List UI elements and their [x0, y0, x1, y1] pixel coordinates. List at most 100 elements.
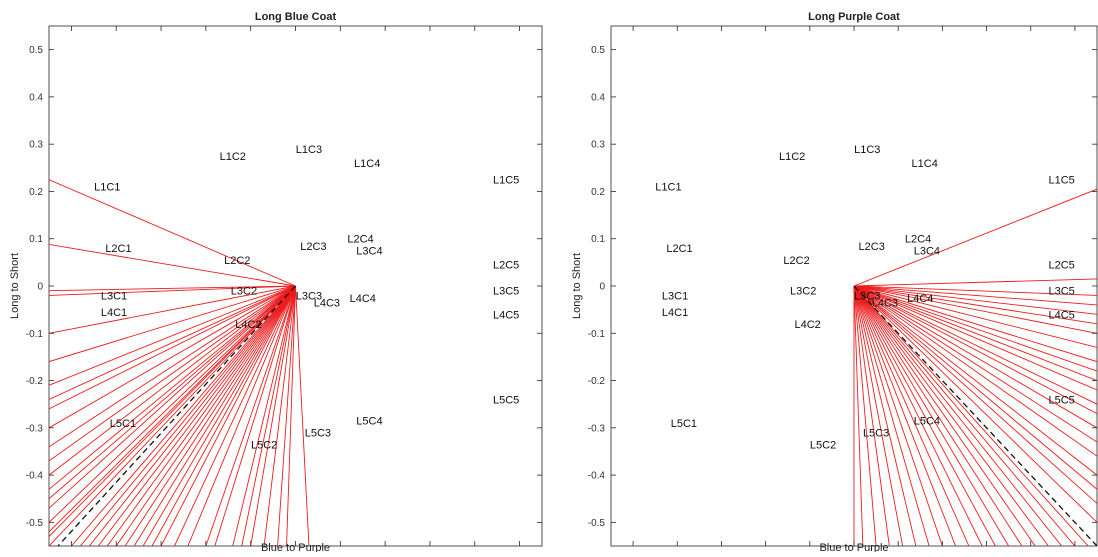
vector-line — [49, 179, 296, 287]
vector-line — [853, 285, 1097, 391]
vector-line — [853, 285, 1097, 296]
vector-line — [853, 285, 1097, 405]
point-label: L2C3 — [859, 241, 885, 253]
point-label: L1C5 — [1049, 175, 1075, 187]
vector-line — [49, 285, 296, 537]
point-label: L4C2 — [235, 319, 261, 331]
vector-line — [853, 285, 1036, 546]
vector-line — [853, 285, 1010, 546]
chart-title: Long Blue Coat — [255, 11, 337, 23]
vector-line — [853, 285, 917, 546]
vector-line — [853, 285, 1097, 348]
vector-line — [853, 285, 970, 546]
vector-line — [853, 285, 1097, 429]
vector-line — [49, 285, 296, 490]
point-label: L2C2 — [224, 255, 250, 267]
vector-line — [49, 285, 296, 523]
vector-line — [115, 285, 296, 546]
vector-line — [853, 285, 957, 546]
y-tick-label: -0.4 — [588, 471, 606, 482]
y-tick-label: 0.4 — [591, 92, 605, 103]
point-label: L2C4 — [905, 234, 931, 246]
vector-line — [49, 285, 296, 500]
y-tick-label: -0.2 — [588, 376, 606, 387]
vector-line — [49, 285, 296, 400]
point-label: L5C2 — [251, 439, 277, 451]
y-tick-label: -0.3 — [26, 423, 44, 434]
point-label: L5C1 — [110, 418, 136, 430]
vector-line — [49, 285, 296, 334]
vector-line — [853, 285, 1097, 372]
vector-line — [853, 285, 996, 546]
point-label: L4C4 — [350, 293, 376, 305]
point-label: L1C5 — [493, 175, 519, 187]
vector-line — [49, 285, 296, 546]
chart-title: Long Purple Coat — [808, 11, 900, 23]
y-tick-label: 0 — [37, 282, 43, 293]
y-tick-label: -0.1 — [588, 329, 606, 340]
vector-line — [853, 285, 1097, 334]
vector-line — [853, 285, 1076, 546]
vector-line — [853, 285, 930, 546]
point-label: L1C1 — [94, 182, 120, 194]
vector-line — [853, 285, 890, 546]
y-axis-label: Long to Short — [571, 253, 583, 319]
point-label: L1C1 — [655, 182, 681, 194]
y-tick-label: -0.1 — [26, 329, 44, 340]
vector-line — [49, 285, 296, 386]
point-label: L4C2 — [794, 319, 820, 331]
point-label: L4C5 — [1049, 309, 1075, 321]
point-label: L2C1 — [666, 243, 692, 255]
y-axis-label: Long to Short — [9, 253, 21, 319]
y-tick-label: 0 — [599, 282, 605, 293]
vector-line — [250, 285, 296, 546]
point-label: L4C4 — [907, 293, 933, 305]
point-label: L1C4 — [354, 158, 380, 170]
point-label: L5C3 — [863, 428, 889, 440]
vector-line — [49, 285, 296, 363]
mean-dashed-line — [57, 285, 296, 546]
vector-line — [853, 285, 1023, 546]
point-label: L3C4 — [356, 246, 382, 258]
vector-line — [49, 285, 296, 448]
y-tick-label: 0.4 — [29, 92, 43, 103]
vector-lines — [49, 179, 310, 546]
vector-line — [853, 285, 1097, 325]
vector-line — [853, 285, 1049, 546]
vector-line — [853, 285, 877, 546]
y-tick-label: 0.3 — [591, 140, 605, 151]
vector-line — [853, 285, 943, 546]
point-label: L2C3 — [300, 241, 326, 253]
point-label: L4C1 — [101, 307, 127, 319]
vector-line — [853, 285, 1097, 443]
point-label: L4C5 — [493, 309, 519, 321]
y-tick-label: 0.5 — [29, 45, 43, 56]
vector-line — [277, 285, 296, 546]
vector-line — [88, 285, 296, 546]
vector-line — [151, 285, 296, 546]
point-label: L3C3 — [296, 290, 322, 302]
vector-line — [263, 285, 296, 546]
vector-line — [160, 285, 296, 546]
vector-line — [853, 285, 1097, 415]
vector-line — [853, 285, 1097, 523]
point-label: L2C4 — [347, 234, 373, 246]
vector-line — [853, 285, 1097, 490]
vector-line — [124, 285, 296, 546]
point-label: L2C2 — [783, 255, 809, 267]
vector-line — [49, 243, 296, 287]
vector-line — [187, 285, 296, 546]
point-label: L3C4 — [914, 246, 940, 258]
x-axis-label: Blue to Purple — [261, 542, 330, 552]
point-label: L2C5 — [1049, 260, 1075, 272]
point-label: L4C1 — [662, 307, 688, 319]
point-label: L3C3 — [854, 290, 880, 302]
vector-line — [853, 188, 1097, 287]
vector-line — [853, 285, 1089, 546]
vector-line — [49, 285, 296, 533]
vector-lines — [853, 188, 1097, 546]
point-labels: L1C1 L1C2 L1C3 L1C4 L1C5 L2C1 L2C2 L2C3 L2C4L3C4… — [655, 144, 1075, 451]
vector-line — [853, 285, 904, 546]
point-label: L3C2 — [231, 286, 257, 298]
